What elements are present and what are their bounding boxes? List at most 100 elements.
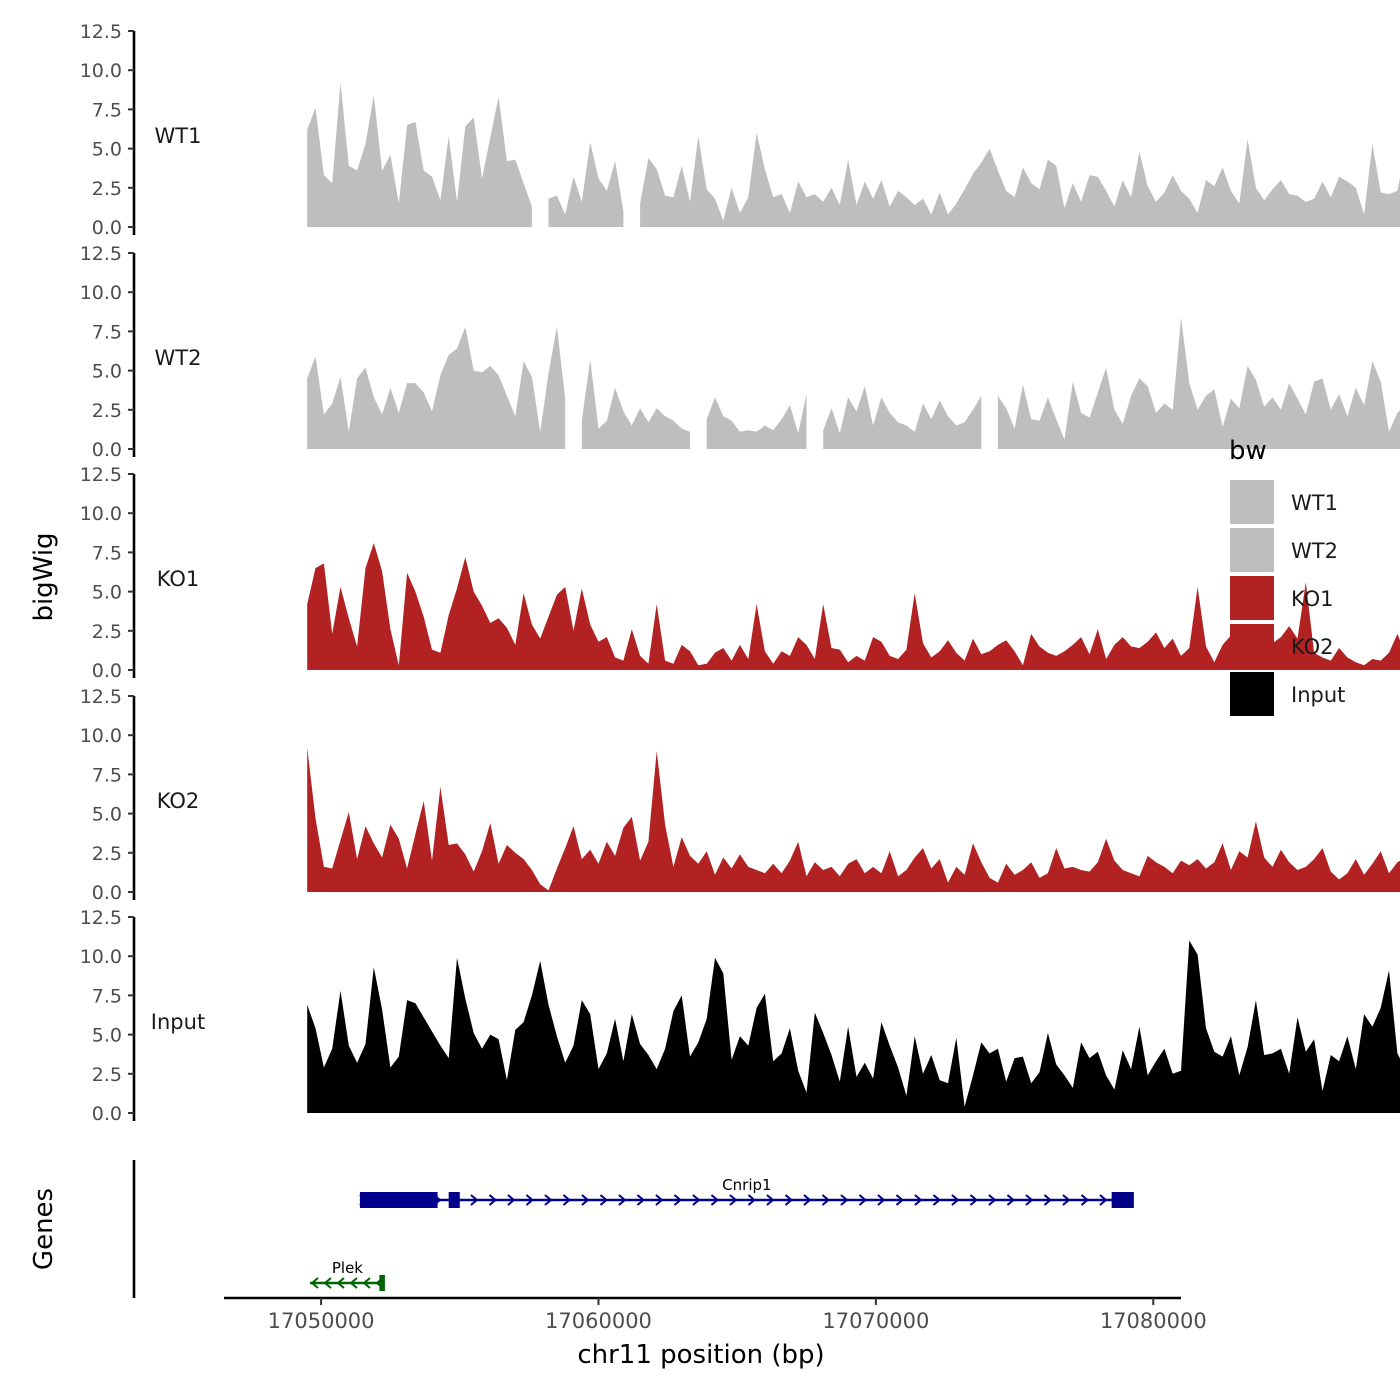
legend: bw WT1 WT2 KO1 KO2 Input (1229, 436, 1345, 716)
y-tick-label: 0.0 (92, 660, 122, 682)
y-tick-label: 12.5 (80, 686, 122, 708)
strand-arrow (470, 1194, 479, 1206)
strand-arrow (951, 1194, 960, 1206)
gene-cnrip1: Cnrip1 (359, 1176, 1134, 1208)
coverage-tracks: 0.0 2.5 5.0 7.5 10.0 12.5 WT1 0.0 2.5 5.0 7.5 10.0 1… (80, 21, 1400, 1125)
y-tick-label: 0.0 (92, 882, 122, 904)
exon-block (448, 1192, 460, 1208)
track-label: WT1 (155, 124, 202, 148)
strand-arrow (323, 1277, 332, 1289)
y-tick-label: 2.5 (92, 400, 122, 422)
track-wt1: 0.0 2.5 5.0 7.5 10.0 12.5 WT1 (80, 21, 1400, 239)
track-input: 0.0 2.5 5.0 7.5 10.0 12.5 Input (80, 907, 1400, 1125)
strand-arrow (507, 1194, 516, 1206)
x-axis: 17050000 17060000 17070000 17080000 (224, 1296, 1207, 1333)
coverage-area-wt2 (307, 317, 1400, 449)
exon-block (359, 1192, 438, 1208)
gene-label: Plek (332, 1259, 363, 1277)
y-tick-label: 5.0 (92, 361, 122, 383)
strand-arrow (914, 1194, 923, 1206)
legend-label: Input (1291, 683, 1345, 707)
y-tick-label: 10.0 (80, 946, 122, 968)
legend-key-wt1 (1230, 480, 1274, 524)
strand-arrow (581, 1194, 590, 1206)
strand-arrow (310, 1277, 319, 1289)
y-tick-label: 12.5 (80, 21, 122, 43)
y-tick-label: 2.5 (92, 621, 122, 643)
strand-arrow (636, 1194, 645, 1206)
strand-arrow (1025, 1194, 1034, 1206)
strand-arrow (932, 1194, 941, 1206)
x-axis-title: chr11 position (bp) (577, 1340, 824, 1370)
y-tick-label: 12.5 (80, 907, 122, 929)
strand-arrow (1043, 1194, 1052, 1206)
strand-arrow (784, 1194, 793, 1206)
strand-arrow (336, 1277, 345, 1289)
track-wt2: 0.0 2.5 5.0 7.5 10.0 12.5 WT2 (80, 243, 1400, 461)
strand-arrow (710, 1194, 719, 1206)
strand-arrow (562, 1194, 571, 1206)
legend-label: WT1 (1291, 491, 1338, 515)
strand-arrow (877, 1194, 886, 1206)
x-tick-label: 17080000 (1100, 1309, 1207, 1333)
y-tick-label: 0.0 (92, 439, 122, 461)
legend-key-wt2 (1230, 528, 1274, 572)
track-label: KO2 (157, 789, 200, 813)
y-tick-label: 12.5 (80, 243, 122, 265)
genes-panel-title: Genes (29, 1188, 59, 1270)
y-tick-label: 10.0 (80, 282, 122, 304)
strand-arrow (821, 1194, 830, 1206)
strand-arrow (747, 1194, 756, 1206)
track-label: Input (151, 1010, 205, 1034)
y-tick-label: 7.5 (92, 542, 122, 564)
strand-arrow (766, 1194, 775, 1206)
strand-arrow (599, 1194, 608, 1206)
gene-plek: Plek (309, 1259, 385, 1291)
y-axis-title: bigWig (29, 532, 59, 621)
strand-arrow (840, 1194, 849, 1206)
legend-label: KO2 (1291, 635, 1334, 659)
coverage-area-ko2 (307, 747, 1400, 892)
y-tick-label: 2.5 (92, 178, 122, 200)
y-tick-label: 7.5 (92, 99, 122, 121)
strand-arrow (692, 1194, 701, 1206)
y-tick-label: 5.0 (92, 1025, 122, 1047)
y-tick-label: 12.5 (80, 464, 122, 486)
strand-arrow (988, 1194, 997, 1206)
y-tick-label: 7.5 (92, 321, 122, 343)
track-ko2: 0.0 2.5 5.0 7.5 10.0 12.5 KO2 (80, 686, 1400, 904)
y-tick-label: 0.0 (92, 217, 122, 239)
strand-arrow (1006, 1194, 1015, 1206)
x-tick-label: 17050000 (268, 1309, 375, 1333)
strand-arrow (618, 1194, 627, 1206)
track-ko1: 0.0 2.5 5.0 7.5 10.0 12.5 KO1 (80, 464, 1400, 682)
legend-label: KO1 (1291, 587, 1334, 611)
y-tick-label: 10.0 (80, 60, 122, 82)
strand-arrow (544, 1194, 553, 1206)
y-tick-label: 10.0 (80, 725, 122, 747)
y-tick-label: 5.0 (92, 804, 122, 826)
legend-key-ko1 (1230, 576, 1274, 620)
exon-block (1111, 1192, 1134, 1208)
strand-arrow (349, 1277, 358, 1289)
strand-arrow (858, 1194, 867, 1206)
strand-arrow (1099, 1194, 1108, 1206)
strand-arrow (803, 1194, 812, 1206)
y-tick-label: 7.5 (92, 985, 122, 1007)
strand-arrow (673, 1194, 682, 1206)
strand-arrow (525, 1194, 534, 1206)
strand-arrow (488, 1194, 497, 1206)
coverage-area-input (307, 940, 1400, 1113)
legend-key-ko2 (1230, 624, 1274, 668)
x-tick-label: 17070000 (822, 1309, 929, 1333)
y-tick-label: 10.0 (80, 503, 122, 525)
x-tick-label: 17060000 (545, 1309, 652, 1333)
legend-key-input (1230, 672, 1274, 716)
strand-arrow (729, 1194, 738, 1206)
strand-arrow (969, 1194, 978, 1206)
y-tick-label: 2.5 (92, 1064, 122, 1086)
track-label: KO1 (157, 567, 200, 591)
exon-block (379, 1275, 385, 1291)
strand-arrow (655, 1194, 664, 1206)
